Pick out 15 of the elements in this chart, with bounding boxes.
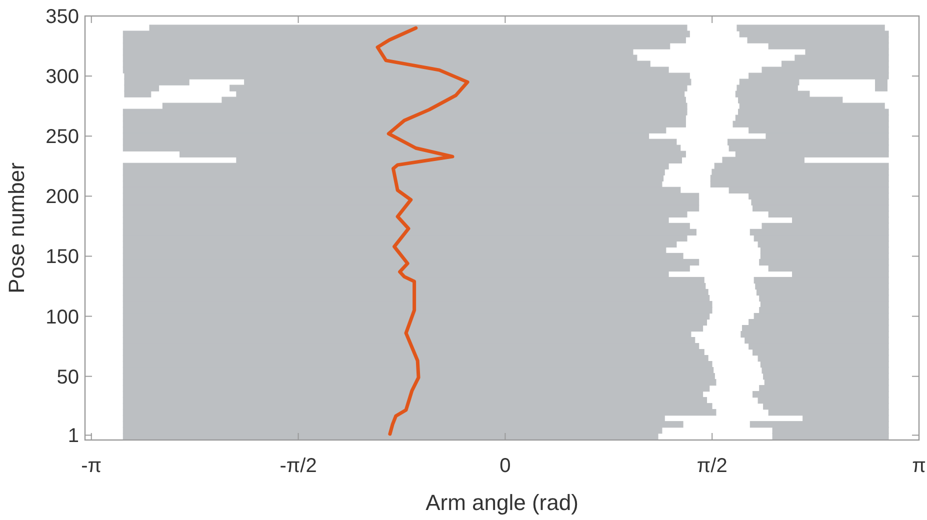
y-tick-label: 150: [46, 246, 79, 268]
y-tick-label: 250: [46, 126, 79, 148]
x-tick-label: -π: [81, 455, 102, 477]
y-tick-label: 50: [56, 366, 79, 388]
y-tick-label: 1: [68, 425, 79, 448]
x-tick-label: 0: [500, 455, 511, 477]
x-axis-title: Arm angle (rad): [426, 490, 578, 515]
y-tick-label: 350: [46, 6, 79, 28]
x-tick-label: π: [912, 455, 926, 477]
x-tick-label: π/2: [696, 455, 728, 477]
y-tick-label: 200: [46, 186, 79, 208]
y-axis-title: Pose number: [4, 162, 29, 294]
y-tick-label: 300: [46, 66, 79, 88]
x-tick-label: -π/2: [280, 455, 317, 477]
y-tick-label: 100: [46, 306, 79, 328]
